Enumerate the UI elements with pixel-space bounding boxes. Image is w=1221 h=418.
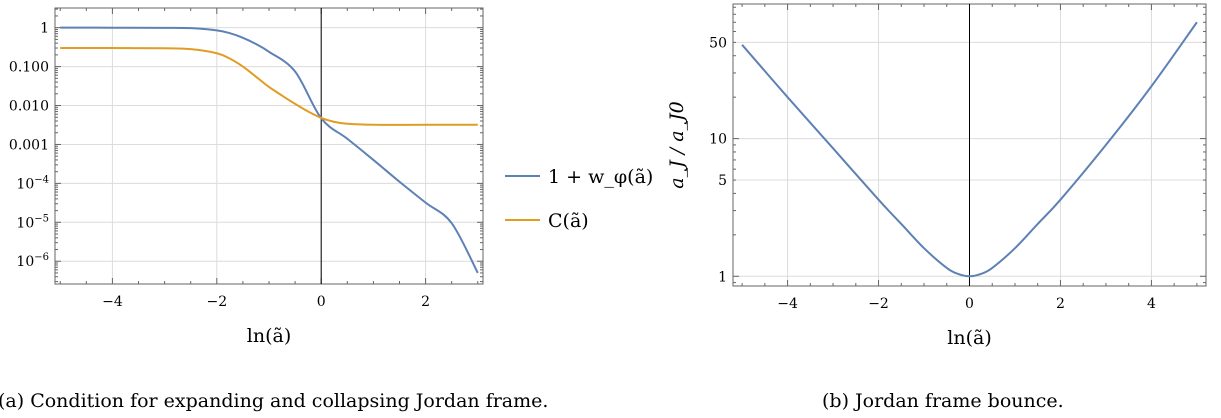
y-tick-label-2: 0.010 xyxy=(9,99,49,115)
legend-label-1: C(ã) xyxy=(548,210,589,232)
caption-b: (b) Jordan frame bounce. xyxy=(822,390,1064,412)
legend-label-0: 1 + w_φ(ã) xyxy=(548,166,653,188)
y-tick-label-6: 10−6 xyxy=(16,252,49,270)
y-tick-label-0: 50 xyxy=(709,35,727,51)
y-tick-label-3: 0.001 xyxy=(9,137,49,153)
y-tick-label-3: 1 xyxy=(718,269,727,285)
y-tick-label-5: 10−5 xyxy=(16,213,49,231)
series-line-a-0 xyxy=(60,26,479,274)
panel-a: −4 −2 0 2 1 0.100 0.010 0.001 10−4 10−5 10−6 ln(ã) 1… xyxy=(9,7,653,347)
y-tick-label-1: 0.100 xyxy=(9,60,49,76)
plot-frame xyxy=(54,7,484,285)
series-line-b-0 xyxy=(741,21,1198,278)
x-tick-label-1: −2 xyxy=(206,294,227,310)
x-tick-label-0: −4 xyxy=(777,296,798,312)
x-tick-label-1: −2 xyxy=(868,296,889,312)
y-axis-label: a_J / a_J0 xyxy=(666,101,688,188)
x-tick-label-3: 2 xyxy=(1056,296,1065,312)
y-tick-label-4: 10−4 xyxy=(16,174,49,192)
series-line-a-1 xyxy=(60,46,478,126)
x-axis-label: ln(ã) xyxy=(947,327,991,349)
x-tick-label-2: 0 xyxy=(317,294,326,310)
x-tick-label-2: 0 xyxy=(965,296,974,312)
y-tick-label-2: 5 xyxy=(718,173,727,189)
x-tick-label-4: 4 xyxy=(1147,296,1156,312)
panel-b: −4 −2 0 2 4 50 10 5 1 ln(ã) a_J / a_J0 xyxy=(666,3,1207,349)
legend: 1 + w_φ(ã) C(ã) xyxy=(505,166,653,232)
x-tick-label-0: −4 xyxy=(102,294,123,310)
y-tick-label-0: 1 xyxy=(40,21,49,37)
caption-a: (a) Condition for expanding and collapsi… xyxy=(0,390,549,412)
x-axis-label: ln(ã) xyxy=(247,325,291,347)
x-tick-label-3: 2 xyxy=(421,294,430,310)
y-tick-label-1: 10 xyxy=(709,132,727,148)
